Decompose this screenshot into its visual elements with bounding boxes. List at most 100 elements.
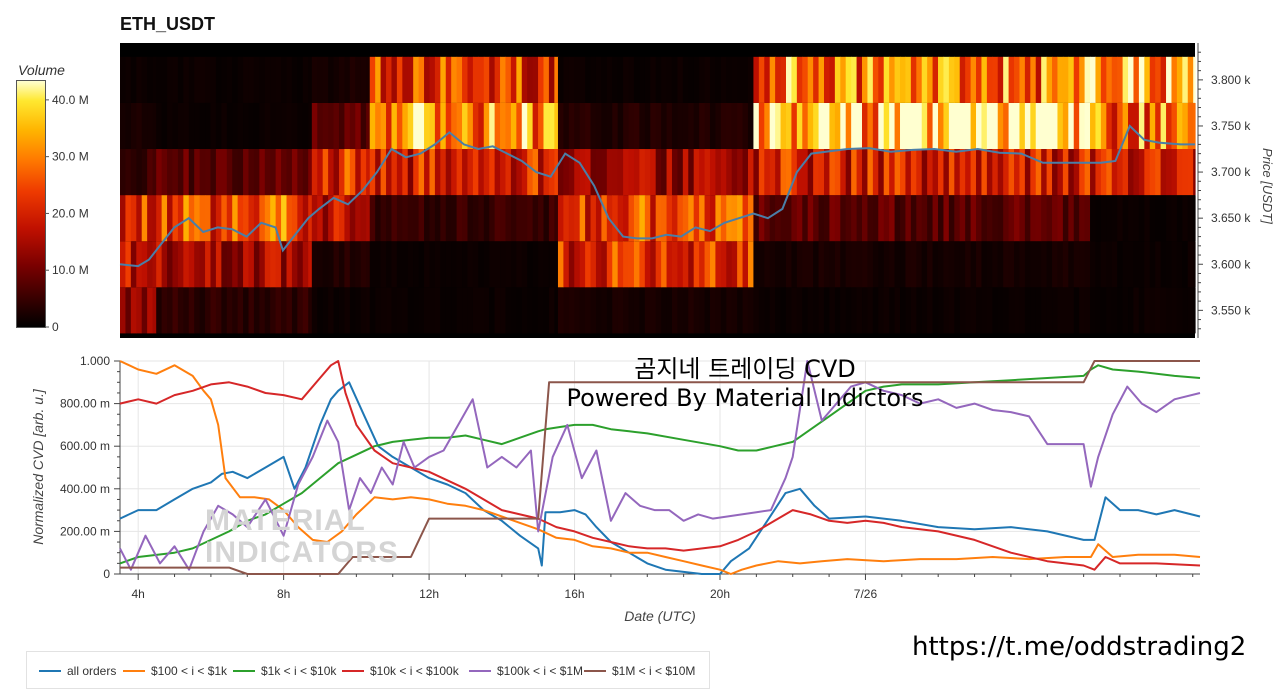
heatmap-cell xyxy=(548,195,555,242)
heatmap-cell xyxy=(671,102,679,150)
heatmap-cell xyxy=(628,195,635,242)
heatmap-cell xyxy=(726,102,733,150)
legend-item[interactable]: $100k < i < $1M xyxy=(469,664,583,678)
heatmap-cell xyxy=(429,56,436,103)
heatmap-cell xyxy=(1149,56,1156,103)
heatmap-cell xyxy=(1062,241,1069,288)
heatmap-cell xyxy=(1155,241,1162,288)
heatmap-cell xyxy=(375,241,382,288)
heatmap-cell xyxy=(992,287,999,334)
heatmap-cell xyxy=(291,195,298,242)
heatmap-cell xyxy=(243,102,250,150)
heatmap-cell xyxy=(311,241,318,288)
legend-item[interactable]: $10k < i < $100k xyxy=(342,664,459,678)
heatmap-cell xyxy=(1100,241,1107,288)
heatmap-cell xyxy=(1106,102,1113,150)
heatmap-cell xyxy=(1155,195,1162,242)
heatmap-cell xyxy=(927,287,934,334)
heatmap-cell xyxy=(259,241,266,288)
heatmap-cell xyxy=(932,56,939,103)
heatmap-cell xyxy=(451,195,458,242)
heatmap-cell xyxy=(1182,149,1189,196)
heatmap-cell xyxy=(188,149,195,196)
heatmap-cell xyxy=(927,56,934,103)
heatmap-cell xyxy=(205,102,212,150)
heatmap-cell xyxy=(451,287,458,334)
heatmap-cell xyxy=(386,102,393,150)
legend-item[interactable]: all orders xyxy=(39,664,116,678)
heatmap-cell xyxy=(959,195,966,242)
heatmap-cell xyxy=(1008,149,1015,196)
heatmap-cell xyxy=(954,149,961,196)
heatmap-cell xyxy=(612,287,619,334)
heatmap-cell xyxy=(921,102,928,150)
legend-label: $10k < i < $100k xyxy=(370,664,459,678)
heatmap-cell xyxy=(237,195,244,242)
legend-item[interactable]: $100 < i < $1k xyxy=(123,664,227,678)
heatmap-cell xyxy=(391,102,398,150)
heatmap-cell xyxy=(205,287,212,334)
heatmap-cell xyxy=(747,102,755,150)
heatmap-cell xyxy=(753,287,760,334)
heatmap-cell xyxy=(623,195,630,242)
heatmap-cell xyxy=(215,287,222,334)
heatmap-cell xyxy=(360,56,367,103)
heatmap-cell xyxy=(489,241,496,288)
heatmap-cell xyxy=(856,149,863,196)
heatmap-cell xyxy=(167,56,174,103)
heatmap-cell xyxy=(764,287,771,334)
heatmap-cell xyxy=(1052,56,1059,103)
heatmap-cell xyxy=(456,149,463,196)
channel-url[interactable]: https://t.me/oddstrading2 xyxy=(912,632,1247,662)
heatmap-cell xyxy=(1133,102,1140,150)
heatmap-cell xyxy=(840,195,847,242)
heatmap-cell xyxy=(959,149,966,196)
heatmap-cell xyxy=(1117,149,1124,196)
heatmap-cell xyxy=(1095,241,1102,288)
heatmap-cell xyxy=(720,195,727,242)
heatmap-cell xyxy=(275,56,282,103)
heatmap-cell xyxy=(834,149,841,196)
heatmap-cell xyxy=(521,56,528,103)
heatmap-cell xyxy=(753,195,760,242)
heatmap-cell xyxy=(380,241,387,288)
heatmap-cell xyxy=(834,56,841,103)
heatmap-cell xyxy=(489,56,496,103)
heatmap-cell xyxy=(704,195,711,242)
heatmap-cell xyxy=(538,241,545,288)
legend-label: $100 < i < $1k xyxy=(151,664,228,678)
heatmap-cell xyxy=(568,241,575,288)
cvd-y-axis-label: Normalized CVD [arb. u.] xyxy=(30,388,46,545)
heatmap-cell xyxy=(360,102,367,150)
heatmap-cell xyxy=(1187,241,1194,288)
heatmap-cell xyxy=(161,56,168,103)
heatmap-cell xyxy=(380,56,387,103)
heatmap-cell xyxy=(938,102,945,150)
heatmap-cell xyxy=(440,241,447,288)
heatmap-cell xyxy=(916,195,923,242)
heatmap-cell xyxy=(1035,56,1042,103)
heatmap-cell xyxy=(992,102,999,150)
heatmap-cell xyxy=(413,287,420,334)
heatmap-cell xyxy=(731,195,738,242)
heatmap-cell xyxy=(753,56,760,103)
heatmap-cell xyxy=(532,195,539,242)
heatmap-cell xyxy=(807,149,814,196)
heatmap-cell xyxy=(1193,287,1196,334)
heatmap-cell xyxy=(606,149,613,196)
legend-swatch xyxy=(469,669,491,672)
heatmap-cell xyxy=(543,149,550,196)
heatmap-cell xyxy=(1138,241,1145,288)
heatmap-cell xyxy=(1133,149,1140,196)
heatmap-cell xyxy=(807,287,814,334)
legend-item[interactable]: $1k < i < $10k xyxy=(233,664,336,678)
heatmap-cell xyxy=(141,56,148,103)
heatmap-cell xyxy=(402,149,409,196)
legend-item[interactable]: $1M < i < $10M xyxy=(584,664,695,678)
heatmap-cell xyxy=(467,56,474,103)
heatmap-cell xyxy=(1117,287,1124,334)
heatmap-cell xyxy=(494,149,501,196)
heatmap-cell xyxy=(322,195,329,242)
heatmap-cell xyxy=(328,56,335,103)
heatmap-cell xyxy=(396,149,403,196)
